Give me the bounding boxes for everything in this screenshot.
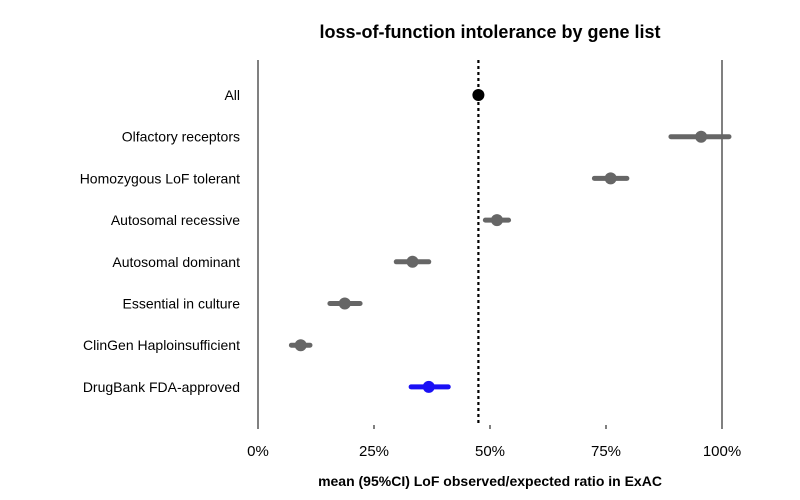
category-label: Olfactory receptors xyxy=(122,129,240,145)
x-tick-label: 50% xyxy=(475,443,505,460)
x-axis-label: mean (95%CI) LoF observed/expected ratio… xyxy=(318,473,662,489)
mean-point xyxy=(338,297,351,310)
mean-point xyxy=(294,339,307,352)
mean-point xyxy=(406,255,419,268)
mean-point xyxy=(604,172,617,185)
mean-point xyxy=(472,89,485,101)
x-tick-label: 100% xyxy=(703,443,741,460)
category-label: Homozygous LoF tolerant xyxy=(80,170,240,186)
category-label: Essential in culture xyxy=(122,296,240,312)
category-label: All xyxy=(224,87,240,103)
category-label: Autosomal dominant xyxy=(112,254,240,270)
mean-point xyxy=(490,214,503,227)
mean-point xyxy=(422,380,435,393)
mean-point xyxy=(695,130,708,143)
x-tick-label: 25% xyxy=(359,443,389,460)
category-label: Autosomal recessive xyxy=(111,212,240,228)
chart-title: loss-of-function intolerance by gene lis… xyxy=(319,22,660,42)
x-tick-label: 75% xyxy=(591,443,621,460)
category-label: DrugBank FDA-approved xyxy=(83,379,240,395)
category-label: ClinGen Haploinsufficient xyxy=(83,337,240,353)
x-tick-label: 0% xyxy=(247,443,269,460)
